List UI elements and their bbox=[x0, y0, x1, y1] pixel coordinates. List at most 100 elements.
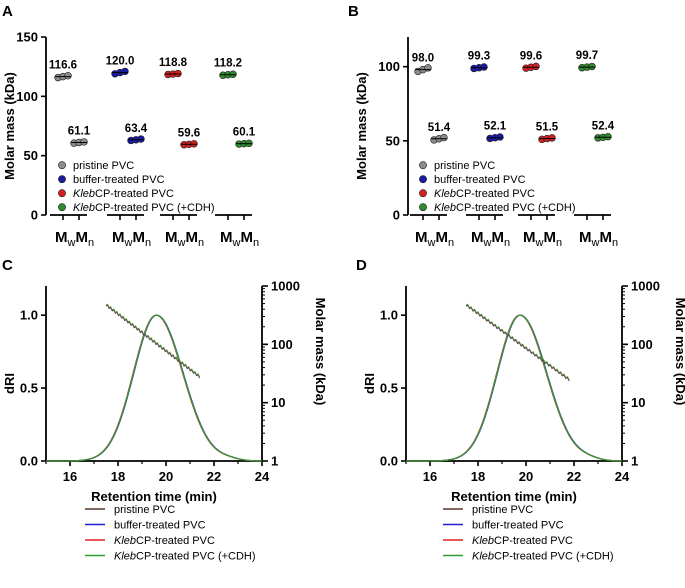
panel-letter: A bbox=[2, 3, 13, 20]
dri-curve bbox=[406, 314, 623, 462]
y2-tick-label: 1 bbox=[271, 454, 278, 469]
x-axis-label: Retention time (min) bbox=[451, 489, 577, 504]
y-axis-label: Molar mass (kDa) bbox=[2, 72, 17, 180]
mw-point bbox=[532, 62, 540, 71]
dri-curve bbox=[46, 314, 263, 462]
mw-value-label: 120.0 bbox=[106, 56, 135, 68]
y2-tick-label: 100 bbox=[271, 337, 293, 352]
mw-point bbox=[480, 63, 488, 71]
legend-marker bbox=[58, 175, 66, 184]
panel-A: A 0 50 100 150 Molar mass (kDa) MwMn MwMn MwMn Mw… bbox=[2, 3, 259, 249]
legend-label: pristine PVC bbox=[73, 160, 134, 172]
y-tick-label: 0.5 bbox=[380, 381, 398, 396]
dri-curve bbox=[406, 314, 623, 462]
x-tick-label: 20 bbox=[519, 469, 533, 484]
y-tick-label: 150 bbox=[16, 30, 38, 45]
mn-value-label: 52.4 bbox=[592, 120, 615, 132]
legend-marker bbox=[58, 189, 66, 198]
legend-label: KlebCP-treated PVC bbox=[434, 188, 535, 200]
mw-mn-label: MwMn bbox=[220, 229, 259, 249]
mn-value-label: 51.4 bbox=[428, 122, 451, 134]
dri-curve bbox=[46, 314, 263, 462]
y2-axis-label: Molar mass (kDa) bbox=[313, 298, 328, 406]
legend-label: KlebCP-treated PVC (+CDH) bbox=[73, 202, 215, 214]
x-tick-label: 20 bbox=[159, 469, 173, 484]
mw-mn-label: MwMn bbox=[165, 229, 204, 249]
y-tick-label: 0 bbox=[393, 208, 400, 223]
legend-label: buffer-treated PVC bbox=[434, 174, 526, 186]
mn-point bbox=[440, 133, 448, 142]
mn-value-label: 61.1 bbox=[68, 125, 91, 137]
legend-label: buffer-treated PVC bbox=[73, 174, 165, 186]
mw-value-label: 99.7 bbox=[576, 50, 598, 62]
panel-D: D 16 18 20 22 24 Retention time (min) 0.0 0.5 1.0… bbox=[356, 257, 685, 563]
dri-curve bbox=[46, 314, 263, 462]
y-axis-label: dRI bbox=[362, 373, 377, 394]
mn-point bbox=[80, 138, 88, 146]
mw-value-label: 118.2 bbox=[214, 58, 242, 70]
legend-label: pristine PVC bbox=[472, 504, 533, 516]
legend-marker bbox=[58, 161, 66, 170]
y-tick-label: 100 bbox=[378, 59, 400, 74]
mn-value-label: 52.1 bbox=[484, 121, 507, 133]
legend-marker bbox=[58, 203, 66, 212]
mw-mn-label: MwMn bbox=[523, 229, 562, 249]
legend-marker bbox=[419, 175, 427, 184]
x-tick-label: 18 bbox=[111, 469, 125, 484]
molar-mass-line bbox=[105, 303, 201, 378]
mw-mn-label: MwMn bbox=[579, 229, 618, 249]
y-tick-label: 0.0 bbox=[20, 454, 38, 469]
y2-tick-label: 10 bbox=[631, 395, 645, 410]
legend-label: pristine PVC bbox=[434, 160, 495, 172]
legend-label: KlebCP-treated PVC (+CDH) bbox=[114, 551, 256, 563]
x-tick-label: 16 bbox=[63, 469, 77, 484]
y-tick-label: 1.0 bbox=[380, 308, 398, 323]
y-tick-label: 50 bbox=[386, 133, 400, 148]
x-tick-label: 16 bbox=[423, 469, 437, 484]
y-tick-label: 100 bbox=[16, 89, 38, 104]
mw-value-label: 98.0 bbox=[412, 53, 434, 65]
y2-axis-label: Molar mass (kDa) bbox=[673, 298, 685, 406]
mw-point bbox=[121, 67, 129, 76]
y-axis-label: Molar mass (kDa) bbox=[354, 72, 369, 180]
legend-label: KlebCP-treated PVC (+CDH) bbox=[472, 551, 614, 563]
legend-label: KlebCP-treated PVC bbox=[472, 535, 573, 547]
mn-value-label: 51.5 bbox=[536, 122, 559, 134]
legend-label: pristine PVC bbox=[114, 504, 175, 516]
mn-point bbox=[137, 135, 145, 143]
legend-label: buffer-treated PVC bbox=[114, 520, 206, 532]
x-tick-label: 22 bbox=[567, 469, 581, 484]
mw-point bbox=[588, 62, 596, 71]
y2-tick-label: 10 bbox=[271, 395, 285, 410]
x-tick-label: 24 bbox=[615, 469, 630, 484]
panel-letter: B bbox=[348, 3, 359, 20]
mw-value-label: 118.8 bbox=[159, 57, 188, 69]
mw-mn-label: MwMn bbox=[55, 229, 94, 249]
legend-label: KlebCP-treated PVC bbox=[114, 535, 215, 547]
y-tick-label: 0.5 bbox=[20, 381, 38, 396]
dri-curve bbox=[46, 314, 263, 462]
mw-value-label: 99.3 bbox=[468, 51, 490, 63]
mw-point bbox=[64, 71, 72, 80]
mw-mn-label: MwMn bbox=[112, 229, 151, 249]
x-tick-label: 18 bbox=[471, 469, 485, 484]
mn-value-label: 60.1 bbox=[233, 127, 256, 139]
y2-tick-label: 1000 bbox=[271, 279, 300, 294]
mn-point bbox=[604, 132, 612, 141]
mn-value-label: 59.6 bbox=[178, 127, 200, 139]
mw-value-label: 99.6 bbox=[520, 50, 542, 62]
legend-label: KlebCP-treated PVC bbox=[73, 188, 174, 200]
panel-letter: C bbox=[2, 257, 13, 274]
legend-marker bbox=[419, 189, 427, 198]
molar-mass-line bbox=[465, 303, 570, 381]
mn-point bbox=[548, 134, 556, 142]
y-tick-label: 0 bbox=[31, 208, 38, 223]
mn-point bbox=[496, 133, 504, 141]
mn-value-label: 63.4 bbox=[125, 123, 148, 135]
y-tick-label: 50 bbox=[24, 148, 38, 163]
x-tick-label: 24 bbox=[255, 469, 270, 484]
x-tick-label: 22 bbox=[207, 469, 221, 484]
x-axis-label: Retention time (min) bbox=[91, 489, 217, 504]
mw-mn-label: MwMn bbox=[415, 229, 454, 249]
